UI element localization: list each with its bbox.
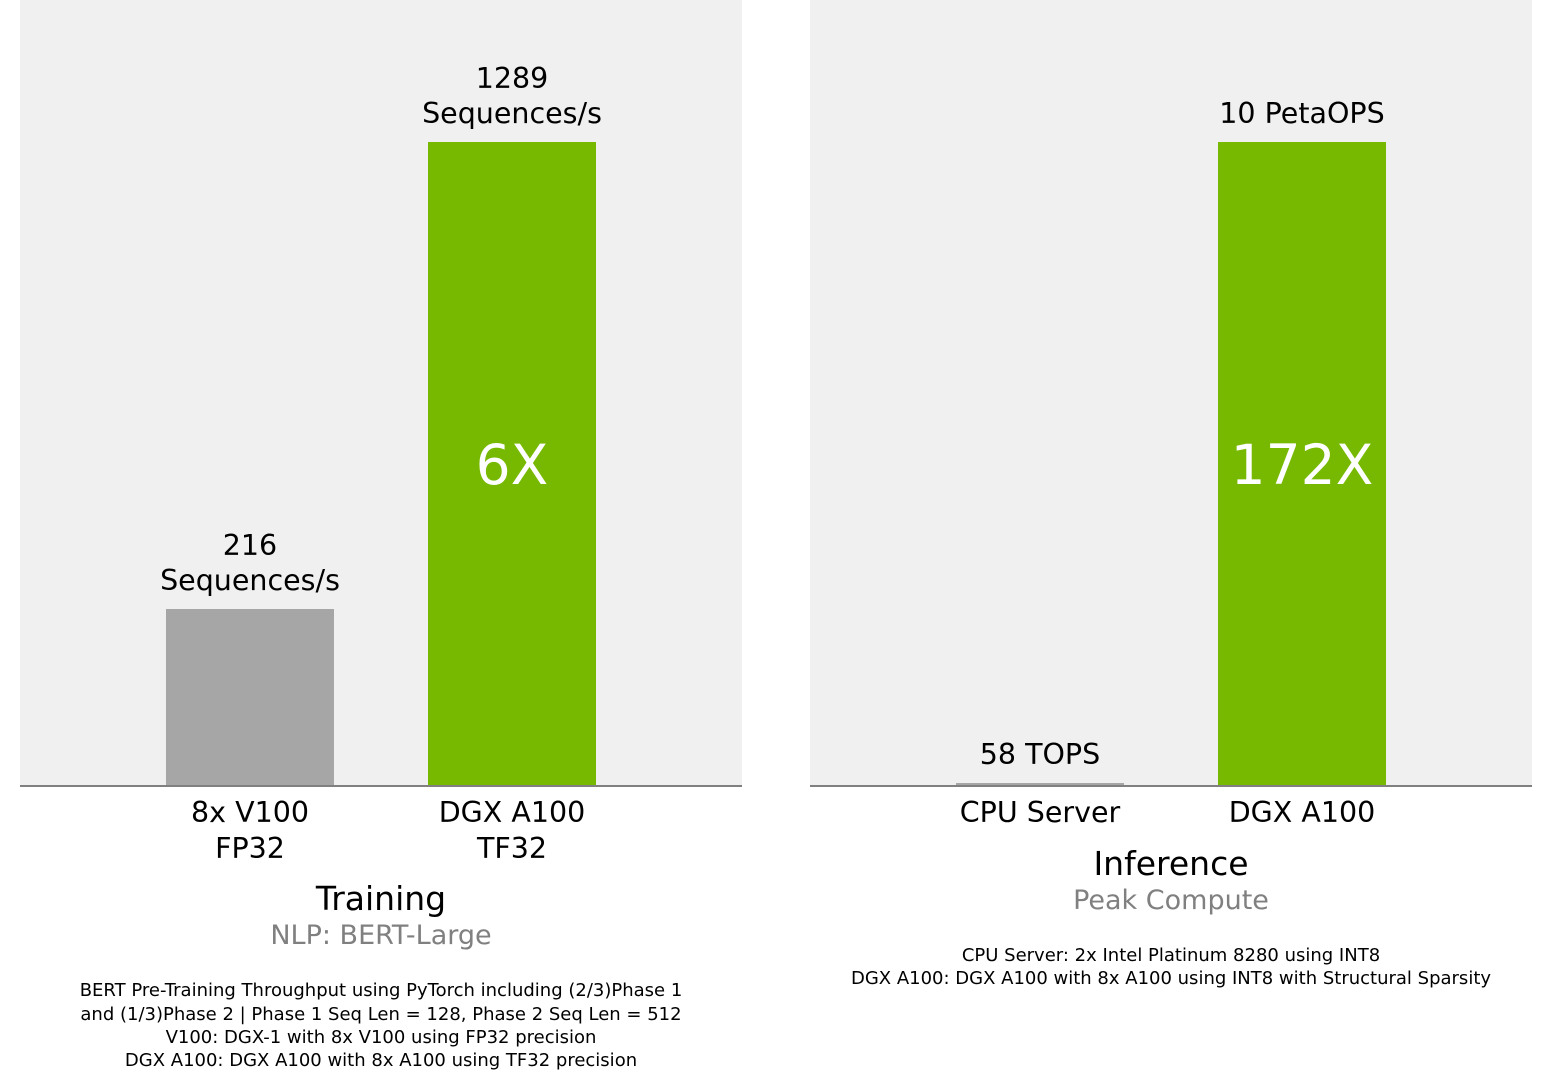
panels-container: 216 Sequences/s 1289 Sequences/s 6X 8x V… — [0, 0, 1552, 1073]
chart-footnote: CPU Server: 2x Intel Platinum 8280 using… — [810, 944, 1532, 991]
panel-inference: 58 TOPS 10 PetaOPS 172X CPU Server DGX A… — [810, 0, 1532, 1073]
bar-value-label: 58 TOPS — [980, 737, 1100, 773]
bar-slot-cpu: 58 TOPS — [956, 737, 1124, 787]
x-label: CPU Server — [956, 795, 1124, 831]
bar-value-label: 1289 Sequences/s — [422, 61, 602, 132]
bars-row-training: 216 Sequences/s 1289 Sequences/s 6X — [20, 0, 742, 787]
bar-inside-label: 6X — [476, 433, 549, 497]
plot-baseline — [20, 785, 742, 787]
chart-subtitle: Peak Compute — [810, 885, 1532, 916]
titles-inference: Inference Peak Compute — [810, 845, 1532, 916]
bar-rect-a100: 6X — [428, 142, 596, 787]
bars-row-inference: 58 TOPS 10 PetaOPS 172X — [810, 0, 1532, 787]
chart-title: Training — [20, 880, 742, 918]
titles-training: Training NLP: BERT-Large — [20, 880, 742, 951]
x-label: DGX A100 TF32 — [428, 795, 596, 866]
x-labels-row-training: 8x V100 FP32 DGX A100 TF32 — [20, 795, 742, 866]
x-label: DGX A100 — [1218, 795, 1386, 831]
bar-rect-v100 — [166, 609, 334, 787]
plot-area-inference: 58 TOPS 10 PetaOPS 172X — [810, 0, 1532, 787]
x-label: 8x V100 FP32 — [166, 795, 334, 866]
bar-slot-dgx-a100: 10 PetaOPS 172X — [1218, 96, 1386, 787]
panel-training: 216 Sequences/s 1289 Sequences/s 6X 8x V… — [20, 0, 742, 1073]
bar-value-label: 216 Sequences/s — [160, 528, 340, 599]
bar-slot-v100: 216 Sequences/s — [166, 528, 334, 787]
bar-value-label: 10 PetaOPS — [1219, 96, 1384, 132]
plot-baseline — [810, 785, 1532, 787]
x-labels-row-inference: CPU Server DGX A100 — [810, 795, 1532, 831]
bar-inside-label: 172X — [1231, 433, 1374, 497]
bar-rect-dgx-a100: 172X — [1218, 142, 1386, 787]
chart-footnote: BERT Pre-Training Throughput using PyTor… — [20, 979, 742, 1073]
chart-subtitle: NLP: BERT-Large — [20, 920, 742, 951]
bar-slot-a100: 1289 Sequences/s 6X — [428, 61, 596, 787]
plot-area-training: 216 Sequences/s 1289 Sequences/s 6X — [20, 0, 742, 787]
chart-title: Inference — [810, 845, 1532, 883]
